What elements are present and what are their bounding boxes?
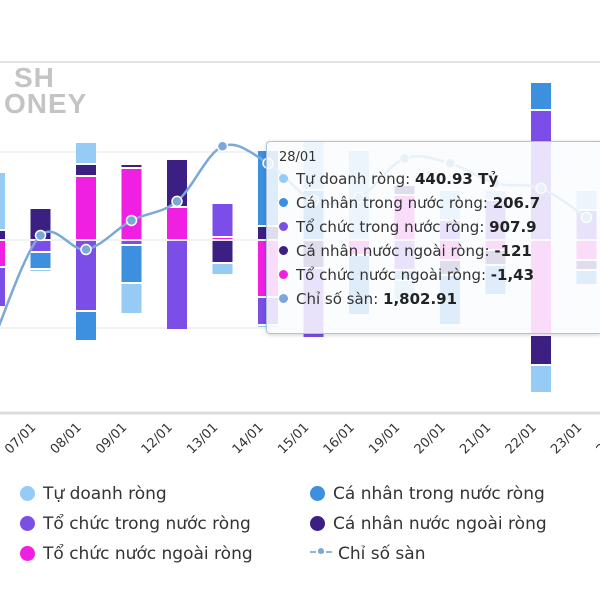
legend-label: Tổ chức nước ngoài ròng	[43, 544, 253, 564]
legend-label: Tự doanh ròng	[43, 484, 167, 504]
bar-to-chuc-nuoc-ngoai[interactable]	[121, 169, 142, 239]
bar-to-chuc-trong-nuoc[interactable]	[212, 204, 233, 236]
x-tick-label: 26/01	[594, 420, 600, 457]
legend-swatch-icon	[20, 486, 35, 501]
bar-to-chuc-nuoc-ngoai[interactable]	[212, 238, 233, 239]
bar-tu-doanh[interactable]	[212, 264, 233, 274]
series-dot-icon	[279, 222, 288, 231]
x-tick-label: 07/01	[2, 420, 39, 457]
legend-item-tu-doanh[interactable]: Tự doanh ròng	[20, 484, 167, 504]
legend-swatch-icon	[310, 486, 325, 501]
bar-ca-nhan-nuoc-ngoai[interactable]	[531, 336, 551, 364]
bar-tu-doanh[interactable]	[30, 270, 51, 271]
x-tick-label: 22/01	[503, 420, 540, 457]
index-point[interactable]	[125, 214, 138, 227]
tooltip-value: 440.93 Tỷ	[414, 170, 499, 188]
legend-item-chi-so-san[interactable]: Chỉ số sàn	[310, 544, 425, 564]
series-dot-icon	[279, 198, 288, 207]
tooltip-value: 1,802.91	[383, 290, 458, 308]
bar-tu-doanh[interactable]	[531, 366, 551, 392]
legend-swatch-icon	[20, 516, 35, 531]
legend-label: Chỉ số sàn	[338, 544, 426, 564]
watermark-logo-line2: ONEY	[4, 88, 88, 119]
tooltip-row: Chỉ số sàn: 1,802.91	[279, 287, 600, 311]
x-tick-label: 09/01	[93, 420, 130, 457]
bar-ca-nhan-nuoc-ngoai[interactable]	[0, 231, 5, 239]
legend-item-ca-nhan-trong-nuoc[interactable]: Cá nhân trong nước ròng	[310, 484, 545, 504]
series-dot-icon	[279, 174, 288, 183]
bar-to-chuc-trong-nuoc[interactable]	[0, 268, 5, 306]
legend-label: Cá nhân trong nước ròng	[333, 484, 545, 504]
legend-swatch-icon	[310, 516, 325, 531]
legend-label: Tổ chức trong nước ròng	[43, 514, 251, 534]
tooltip-row: Tự doanh ròng: 440.93 Tỷ	[279, 167, 600, 191]
tooltip-row: Tổ chức trong nước ròng: 907.9	[279, 215, 600, 239]
bar-to-chuc-nuoc-ngoai[interactable]	[167, 208, 187, 239]
tooltip-label: Cá nhân trong nước ròng:	[296, 194, 493, 212]
tooltip-value: 907.9	[489, 218, 537, 236]
legend-line-marker-icon	[310, 548, 332, 555]
tooltip-label: Tổ chức trong nước ròng:	[296, 218, 490, 236]
tooltip: 28/01 Tự doanh ròng: 440.93 Tỷ Cá nhân tr…	[266, 141, 600, 334]
watermark-logo-line1: SH	[14, 62, 55, 93]
x-tick-label: 19/01	[366, 420, 403, 457]
index-point[interactable]	[171, 195, 183, 208]
bar-to-chuc-trong-nuoc[interactable]	[167, 241, 187, 329]
series-dot-icon	[279, 270, 288, 279]
x-tick-label: 21/01	[457, 420, 494, 457]
index-point[interactable]	[216, 140, 229, 152]
legend-item-ca-nhan-nuoc-ngoai[interactable]: Cá nhân nước ngoài ròng	[310, 514, 547, 534]
tooltip-label: Tự doanh ròng:	[296, 170, 415, 188]
index-point[interactable]	[80, 243, 92, 256]
bar-to-chuc-nuoc-ngoai[interactable]	[0, 241, 5, 266]
tooltip-value: -1,43	[490, 266, 535, 284]
bar-tu-doanh[interactable]	[121, 284, 142, 313]
tooltip-date: 28/01	[279, 150, 317, 165]
bar-to-chuc-nuoc-ngoai[interactable]	[76, 177, 96, 239]
x-tick-label: 13/01	[184, 420, 221, 457]
series-dot-icon	[279, 246, 288, 255]
bar-ca-nhan-nuoc-ngoai[interactable]	[76, 165, 96, 175]
legend-label: Cá nhân nước ngoài ròng	[333, 514, 547, 534]
bar-ca-nhan-trong-nuoc[interactable]	[531, 83, 551, 109]
tooltip-row: Tổ chức nước ngoài ròng: -1,43	[279, 263, 600, 287]
x-tick-label: 23/01	[548, 420, 585, 457]
tooltip-row: Cá nhân nước ngoài ròng: -121	[279, 239, 600, 263]
tooltip-row: Cá nhân trong nước ròng: 206.7	[279, 191, 600, 215]
index-point[interactable]	[34, 229, 47, 242]
bar-ca-nhan-trong-nuoc[interactable]	[76, 312, 96, 340]
x-tick-label: 16/01	[321, 420, 358, 457]
legend-item-to-chuc-trong-nuoc[interactable]: Tổ chức trong nước ròng	[20, 514, 251, 534]
tooltip-label: Tổ chức nước ngoài ròng:	[296, 266, 491, 284]
bar-to-chuc-trong-nuoc[interactable]	[76, 241, 96, 310]
bar-ca-nhan-trong-nuoc[interactable]	[30, 253, 51, 268]
bar-to-chuc-trong-nuoc[interactable]	[30, 241, 51, 251]
series-dot-icon	[279, 294, 288, 303]
bar-ca-nhan-nuoc-ngoai[interactable]	[212, 241, 233, 262]
bar-ca-nhan-trong-nuoc[interactable]	[121, 246, 142, 282]
x-tick-label: 08/01	[48, 420, 85, 457]
bar-to-chuc-trong-nuoc[interactable]	[121, 241, 142, 244]
tooltip-label: Chỉ số sàn:	[296, 290, 384, 308]
x-tick-label: 12/01	[139, 420, 176, 457]
bar-tu-doanh[interactable]	[0, 173, 5, 229]
tooltip-value: 206.7	[492, 194, 541, 212]
legend-item-to-chuc-nuoc-ngoai[interactable]: Tổ chức nước ngoài ròng	[20, 544, 253, 564]
legend-swatch-icon	[20, 546, 35, 561]
x-tick-label: 15/01	[275, 420, 312, 457]
x-tick-label: 14/01	[230, 420, 267, 457]
x-tick-label: 20/01	[412, 420, 449, 457]
tooltip-value: -121	[494, 242, 532, 260]
tooltip-label: Cá nhân nước ngoài ròng:	[296, 242, 495, 260]
bar-ca-nhan-nuoc-ngoai[interactable]	[121, 165, 142, 167]
bar-tu-doanh[interactable]	[76, 143, 96, 163]
